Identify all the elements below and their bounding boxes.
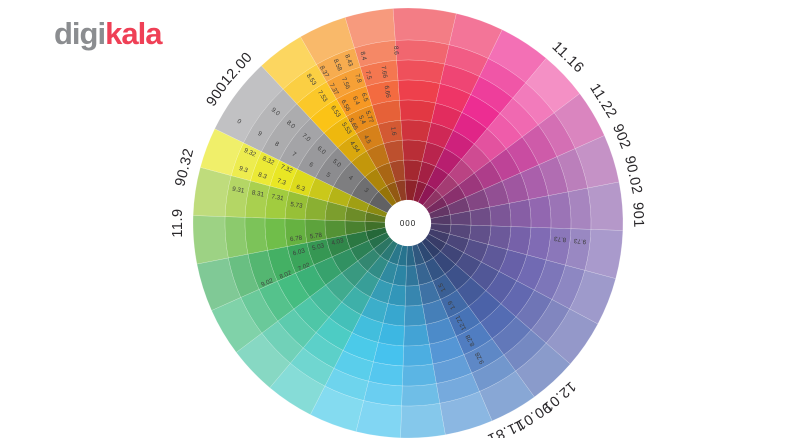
segment-label-5.4: 5.4: [357, 114, 367, 125]
segment-label-6.5: 6.5: [360, 92, 370, 103]
wheel-segment-purple-ring2: [548, 191, 572, 229]
segment-label-1.5: 1.5: [437, 281, 448, 292]
segment-label-5.77: 5.77: [364, 110, 375, 124]
wheel-segment-sky-blue-ring1: [401, 383, 441, 407]
segment-label-9.3: 9.3: [238, 165, 249, 175]
segment-label-6.66: 6.66: [383, 85, 392, 99]
segment-label-7.56: 7.56: [340, 76, 352, 90]
segment-label-8.0: 8.0: [285, 119, 297, 130]
wheel-segment-purple-ring5: [489, 203, 512, 227]
segment-label-6.78: 6.78: [290, 235, 304, 244]
segment-label-3: 3: [363, 187, 370, 195]
wheel-segment-purple-ring4: [508, 199, 532, 228]
wheel-segment-green-yellow-ring1: [224, 216, 249, 259]
wheel-center-hub: [385, 200, 431, 246]
digikala-logo: digikala: [54, 16, 162, 51]
rim-label-90.02: 90.02: [621, 155, 645, 196]
segment-label-7.02: 7.02: [297, 262, 311, 273]
wheel-segment-sky-blue-ring4: [403, 324, 430, 347]
segment-label-7.8: 7.8: [353, 73, 363, 84]
segment-label-6: 6: [308, 161, 315, 169]
segment-label-7.32: 7.32: [279, 163, 293, 175]
segment-label-7.0: 7.0: [300, 132, 312, 143]
segment-label-8.58: 8.58: [332, 58, 344, 72]
segment-label-4: 4: [347, 174, 354, 182]
segment-label-9.73: 9.73: [573, 237, 586, 245]
wheel-segment-sky-blue-ring2: [402, 363, 437, 387]
wheel-segment-purple-ring1: [567, 187, 592, 230]
wheel-segment-green-yellow-ring3: [264, 217, 288, 251]
rim-label-11.9: 11.9: [170, 208, 186, 237]
wheel-segment-cyan-ring0: [355, 400, 402, 438]
wheel-segment-red-ring5: [400, 119, 432, 143]
segment-label-6.3: 6.3: [295, 184, 306, 194]
rim-label-902: 902: [609, 122, 633, 152]
segment-label-4.5: 4.5: [362, 134, 372, 145]
wheel-segment-sky-blue-ring3: [402, 343, 434, 367]
segment-label-8.31: 8.31: [251, 189, 265, 198]
wheel-segment-green-yellow-ring2: [244, 217, 268, 255]
wheel-segment-purple-ring3: [528, 195, 552, 229]
logo-kala-text: kala: [105, 16, 162, 51]
segment-label-9.32: 9.32: [243, 147, 257, 159]
rim-label-901: 901: [629, 202, 646, 228]
segment-label-8.4: 8.4: [359, 51, 368, 62]
segment-label-7.3: 7.3: [276, 177, 287, 187]
segment-label-9: 9: [256, 130, 263, 138]
segment-label-9.02: 9.02: [260, 277, 274, 288]
wheel-segment-purple-ring0: [587, 181, 624, 231]
wheel-segment-red-ring4: [399, 99, 436, 123]
wheel-segment-sky-blue-ring0: [400, 402, 446, 438]
segment-label-1.9: 1.9: [446, 299, 457, 310]
wheel-group: 00011.1611.2290290.0290112.0190.0111.811…: [170, 7, 646, 438]
segment-label-7: 7: [291, 151, 298, 159]
segment-label-8.32: 8.32: [261, 155, 275, 167]
segment-label-5.0: 5.0: [331, 158, 343, 169]
segment-label-5.73: 5.73: [290, 201, 304, 210]
center-label: 000: [400, 219, 416, 228]
segment-label-8.6: 8.6: [392, 46, 400, 56]
segment-label-6.03: 6.03: [292, 247, 306, 257]
rim-label-90.32: 90.32: [172, 147, 197, 189]
segment-label-5.78: 5.78: [309, 232, 323, 241]
segment-label-7.66: 7.66: [379, 65, 388, 79]
wheel-segment-red-ring3: [397, 79, 441, 104]
segment-label-6.4: 6.4: [351, 95, 361, 106]
segment-label-4.03: 4.03: [331, 237, 345, 247]
segment-label-5: 5: [325, 171, 332, 179]
segment-label-6.0: 6.0: [316, 145, 328, 156]
wheel-segment-red-ring0: [392, 7, 457, 45]
segment-label-9.31: 9.31: [231, 186, 245, 195]
segment-label-8.73: 8.73: [553, 235, 566, 243]
wheel-segment-sky-blue-ring5: [404, 304, 427, 327]
segment-label-7.5: 7.5: [364, 70, 373, 81]
segment-label-1.6: 1.6: [389, 126, 397, 136]
segment-label-7.31: 7.31: [271, 193, 285, 202]
logo-digi-text: digi: [54, 16, 106, 51]
segment-label-5.03: 5.03: [311, 242, 325, 252]
wheel-segment-green-yellow-ring0: [192, 215, 229, 265]
segment-label-8.43: 8.43: [343, 54, 354, 68]
segment-label-8.02: 8.02: [279, 269, 293, 280]
segment-label-9.0: 9.0: [270, 106, 282, 117]
segment-label-8.3: 8.3: [257, 171, 268, 181]
segment-label-0: 0: [236, 118, 243, 126]
segment-label-8: 8: [273, 140, 280, 148]
